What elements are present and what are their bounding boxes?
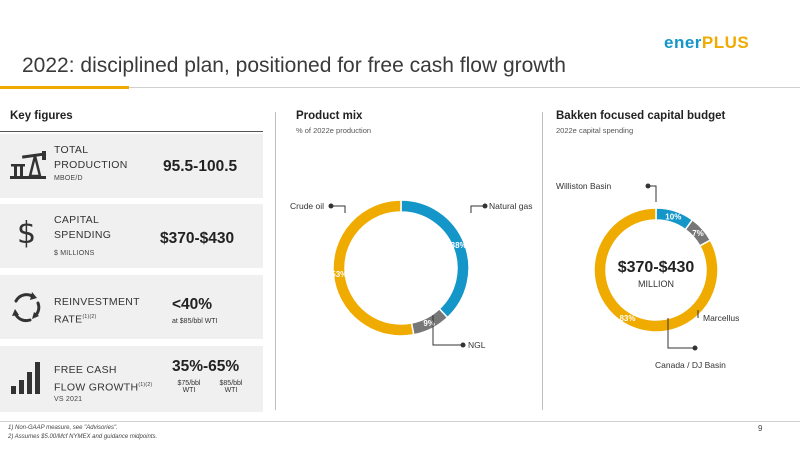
key-figures-heading: Key figures <box>10 110 73 122</box>
capital-budget-heading: Bakken focused capital budget <box>556 110 726 122</box>
canada-callout: Canada / DJ Basin <box>655 360 726 370</box>
donut1-label-natural-gas: 38% <box>451 241 467 250</box>
section-divider-2 <box>542 112 543 410</box>
footnote-1: 1) Non-GAAP measure, see "Advisories". <box>8 425 118 431</box>
production-unit: MBOE/D <box>54 175 83 182</box>
section-divider-1 <box>275 112 276 410</box>
marcellus-callout: Marcellus <box>703 313 740 323</box>
enerplus-logo: enerPLUS <box>664 33 750 52</box>
title-accent-bar <box>0 86 129 89</box>
capital-center-unit: MILLION <box>637 279 674 289</box>
donut2-label-williston-basin: 83% <box>619 314 635 323</box>
page-title: 2022: disciplined plan, positioned for f… <box>22 54 566 77</box>
capital-unit: $ MILLIONS <box>54 250 95 257</box>
crude-oil-callout: Crude oil <box>290 201 325 211</box>
natural-gas-leader-dot <box>482 203 488 209</box>
footer-divider <box>0 421 800 422</box>
production-value: 95.5-100.5 <box>163 158 238 175</box>
production-label: TOTAL PRODUCTION <box>54 144 128 171</box>
donut2-label-marcellus: 10% <box>665 213 681 222</box>
product-mix-heading: Product mix <box>296 110 363 122</box>
dollar-sign-icon: $ <box>17 216 37 251</box>
key-figure-panel-production <box>0 134 263 198</box>
footnote-2: 2) Assumes $5.00/Mcf NYMEX and guidance … <box>8 434 158 440</box>
bar-growth-icon <box>11 362 40 394</box>
donut1-label-crude-oil: 53% <box>331 270 347 279</box>
ngl-leader-line <box>432 315 463 346</box>
fcf-label: FREE CASH FLOW GROWTH(1)(2) <box>54 364 153 394</box>
ngl-callout: NGL <box>468 340 486 350</box>
williston-leader-line <box>648 185 657 202</box>
key-figure-panel-capital <box>0 204 263 268</box>
key-figure-panel-reinvestment <box>0 275 263 339</box>
reinvestment-label: REINVESTMENT RATE(1)(2) <box>54 296 140 326</box>
fcf-note-85: $85/bbl WTI <box>219 380 243 394</box>
page-number: 9 <box>758 424 763 433</box>
capital-budget-subheading: 2022e capital spending <box>556 126 634 135</box>
donut1-slice-crude-oil <box>332 199 415 337</box>
reinvestment-value: <40% <box>172 296 213 313</box>
crude-oil-leader-dot <box>328 203 334 209</box>
key-figure-panel-fcf <box>0 346 263 412</box>
capital-center-value: $370-$430 <box>617 259 695 276</box>
product-mix-subheading: % of 2022e production <box>296 126 372 135</box>
crude-oil-leader-line <box>331 205 346 213</box>
donut1-label-ngl: 9% <box>423 319 435 328</box>
capital-label: CAPITAL SPENDING <box>54 214 112 241</box>
donut2-slice-williston-basin <box>593 207 719 333</box>
williston-leader-dot <box>645 183 651 189</box>
donut1-slice-natural-gas <box>400 199 470 319</box>
ngl-leader-dot <box>460 342 466 348</box>
fcf-unit: VS 2021 <box>54 396 83 403</box>
key-figures-rule <box>0 131 263 132</box>
fcf-value: 35%-65% <box>172 358 240 375</box>
canada-leader-line <box>667 318 695 349</box>
natural-gas-callout: Natural gas <box>489 201 533 211</box>
natural-gas-leader-line <box>470 205 485 213</box>
capital-value: $370-$430 <box>160 230 235 247</box>
canada-leader-dot <box>692 345 698 351</box>
reinvestment-note: at $85/bbl WTI <box>172 318 218 325</box>
fcf-note-75: $75/bbl WTI <box>177 380 201 394</box>
product-mix-donut-chart: 38% 9% 53% <box>328 199 488 348</box>
cycle-arrows-icon <box>12 292 41 323</box>
oil-pump-icon <box>10 151 47 179</box>
title-divider <box>0 87 800 88</box>
williston-callout: Williston Basin <box>556 181 612 191</box>
capital-budget-donut-chart: 10% 7% 83% <box>593 183 719 351</box>
donut2-label-canada-dj-basin: 7% <box>692 229 704 238</box>
